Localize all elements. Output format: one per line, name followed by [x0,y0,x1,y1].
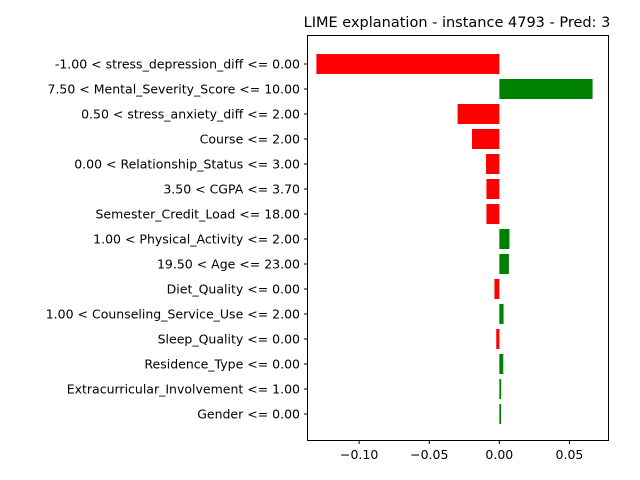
bar [472,129,500,149]
bar [499,79,593,99]
category-label: 19.50 < Age <= 23.00 [157,257,300,272]
bar [499,379,502,399]
category-label: 1.00 < Physical_Activity <= 2.00 [93,232,300,247]
bar [496,329,500,349]
category-label: 7.50 < Mental_Severity_Score <= 10.00 [48,82,301,97]
bar [486,154,500,174]
bars-group [316,54,593,424]
category-label: Diet_Quality <= 0.00 [167,282,300,297]
category-label: Sleep_Quality <= 0.00 [158,332,300,347]
bar [316,54,500,74]
x-tick-label: 0.05 [556,447,584,462]
category-label: 3.50 < CGPA <= 3.70 [163,182,300,197]
category-label: -1.00 < stress_depression_diff <= 0.00 [55,57,300,72]
category-label: Residence_Type <= 0.00 [144,357,300,372]
bar [486,179,500,199]
category-label: Semester_Credit_Load <= 18.00 [96,207,301,222]
bar [494,279,500,299]
bar [457,104,500,124]
x-axis: −0.10 −0.05 0.00 0.05 [340,440,583,462]
x-tick-label: 0.00 [485,447,513,462]
chart-title: LIME explanation - instance 4793 - Pred:… [304,15,611,31]
category-label: 0.50 < stress_anxiety_diff <= 2.00 [81,107,300,122]
plot-frame [307,35,609,441]
bar [499,229,510,249]
x-tick-label: −0.10 [340,447,378,462]
category-label: Extracurricular_Involvement <= 1.00 [67,382,300,397]
bar [499,354,504,374]
bar [499,404,502,424]
category-label: Course <= 2.00 [200,132,300,147]
category-label: 0.00 < Relationship_Status <= 3.00 [74,157,300,172]
category-label: 1.00 < Counseling_Service_Use <= 2.00 [46,307,300,322]
bar [486,204,500,224]
bar [499,254,509,274]
x-tick-label: −0.05 [410,447,448,462]
bar [499,304,504,324]
category-labels: -1.00 < stress_depression_diff <= 0.00 7.… [46,57,308,422]
category-label: Gender <= 0.00 [197,407,300,422]
